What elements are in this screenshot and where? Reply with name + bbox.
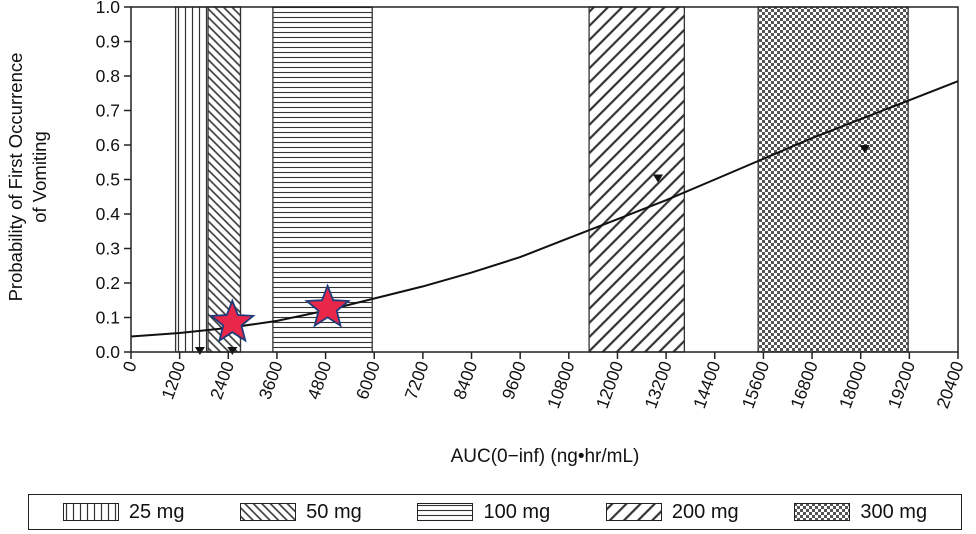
legend-item-300mg: 300 mg — [794, 501, 927, 524]
legend-label-300mg: 300 mg — [860, 500, 928, 523]
x-tick-label: 7200 — [401, 358, 433, 402]
legend-item-200mg: 200 mg — [605, 500, 739, 524]
legend-label-50mg: 50 mg — [306, 500, 362, 523]
star-marker-2 — [304, 283, 351, 328]
legend-label-200mg: 200 mg — [671, 500, 739, 523]
dose-range-bar-300mg — [757, 6, 909, 353]
x-tick-label: 16800 — [786, 358, 822, 411]
legend-item-100mg: 100 mg — [417, 501, 550, 524]
y-tick-label: 0.2 — [96, 273, 120, 293]
chart-canvas: 0.0 0.1 0.2 0.3 0.4 0.5 0.6 0.7 0.8 0.9 1.0 0 1200 24… — [96, 0, 968, 411]
x-tick-label: 13200 — [640, 358, 676, 411]
x-tick-label: 20400 — [932, 358, 968, 411]
y-tick-label: 0.4 — [96, 204, 121, 224]
y-tick-label: 0.6 — [96, 135, 120, 155]
y-axis-label: Probability of First Occurrence of Vomit… — [5, 53, 50, 302]
dose-range-bar-50mg — [207, 6, 242, 353]
median-marker-4 — [859, 145, 870, 154]
y-tick-label: 0.5 — [96, 170, 120, 190]
x-tick-label: 4800 — [303, 358, 335, 402]
legend-label-100mg: 100 mg — [483, 500, 551, 523]
y-axis-label-line-1: Probability of First Occurrence — [5, 53, 26, 302]
y-axis-label-line-2: of Vomiting — [29, 131, 50, 223]
dose-range-bar-200mg — [588, 6, 686, 353]
x-tick-label: 10800 — [543, 358, 579, 411]
legend-swatch-checker-pattern — [794, 503, 851, 521]
x-tick-label: 1200 — [157, 358, 189, 402]
x-tick-label: 3600 — [255, 358, 287, 402]
legend-swatch-vertical-pattern — [62, 503, 119, 521]
legend-swatch-diagonal-pattern — [605, 503, 662, 521]
x-tick-label: 12000 — [592, 358, 628, 411]
y-tick-label: 0.3 — [96, 239, 120, 259]
x-tick-label: 9600 — [498, 358, 530, 402]
median-marker-1 — [194, 347, 205, 355]
y-tick-label: 0.0 — [96, 342, 121, 362]
legend-item-25mg: 25 mg — [62, 500, 185, 524]
legend-label-25mg: 25 mg — [128, 500, 185, 523]
legend-item-50mg: 50 mg — [240, 501, 362, 524]
x-tick-label: 18000 — [835, 358, 871, 411]
y-tick-label: 0.9 — [96, 32, 120, 52]
y-tick-label: 1.0 — [96, 0, 121, 17]
y-tick-label: 0.8 — [96, 66, 120, 86]
x-tick-label: 14400 — [689, 358, 725, 411]
legend: 25 mg 50 mg 100 mg 200 mg 300 mg — [28, 494, 962, 530]
y-tick-label: 0.7 — [96, 101, 120, 121]
median-marker-3 — [653, 174, 664, 183]
probability-curve — [130, 80, 959, 338]
x-tick-label: 19200 — [884, 358, 920, 411]
legend-swatch-crosshatch-pattern — [240, 503, 297, 521]
x-tick-label: 2400 — [206, 358, 238, 402]
x-tick-label: 15600 — [738, 358, 774, 411]
x-tick-label: 0 — [119, 358, 141, 374]
x-tick-label: 8400 — [449, 358, 481, 402]
star-marker-1 — [209, 298, 256, 343]
median-marker-2 — [227, 347, 238, 355]
x-axis-label: AUC(0−inf) (ng•hr/mL) — [450, 446, 640, 467]
dose-range-bar-100mg — [272, 6, 373, 353]
y-tick-label: 0.1 — [96, 308, 120, 328]
x-tick-label: 6000 — [352, 358, 384, 402]
legend-swatch-horizontal-pattern — [417, 503, 474, 521]
